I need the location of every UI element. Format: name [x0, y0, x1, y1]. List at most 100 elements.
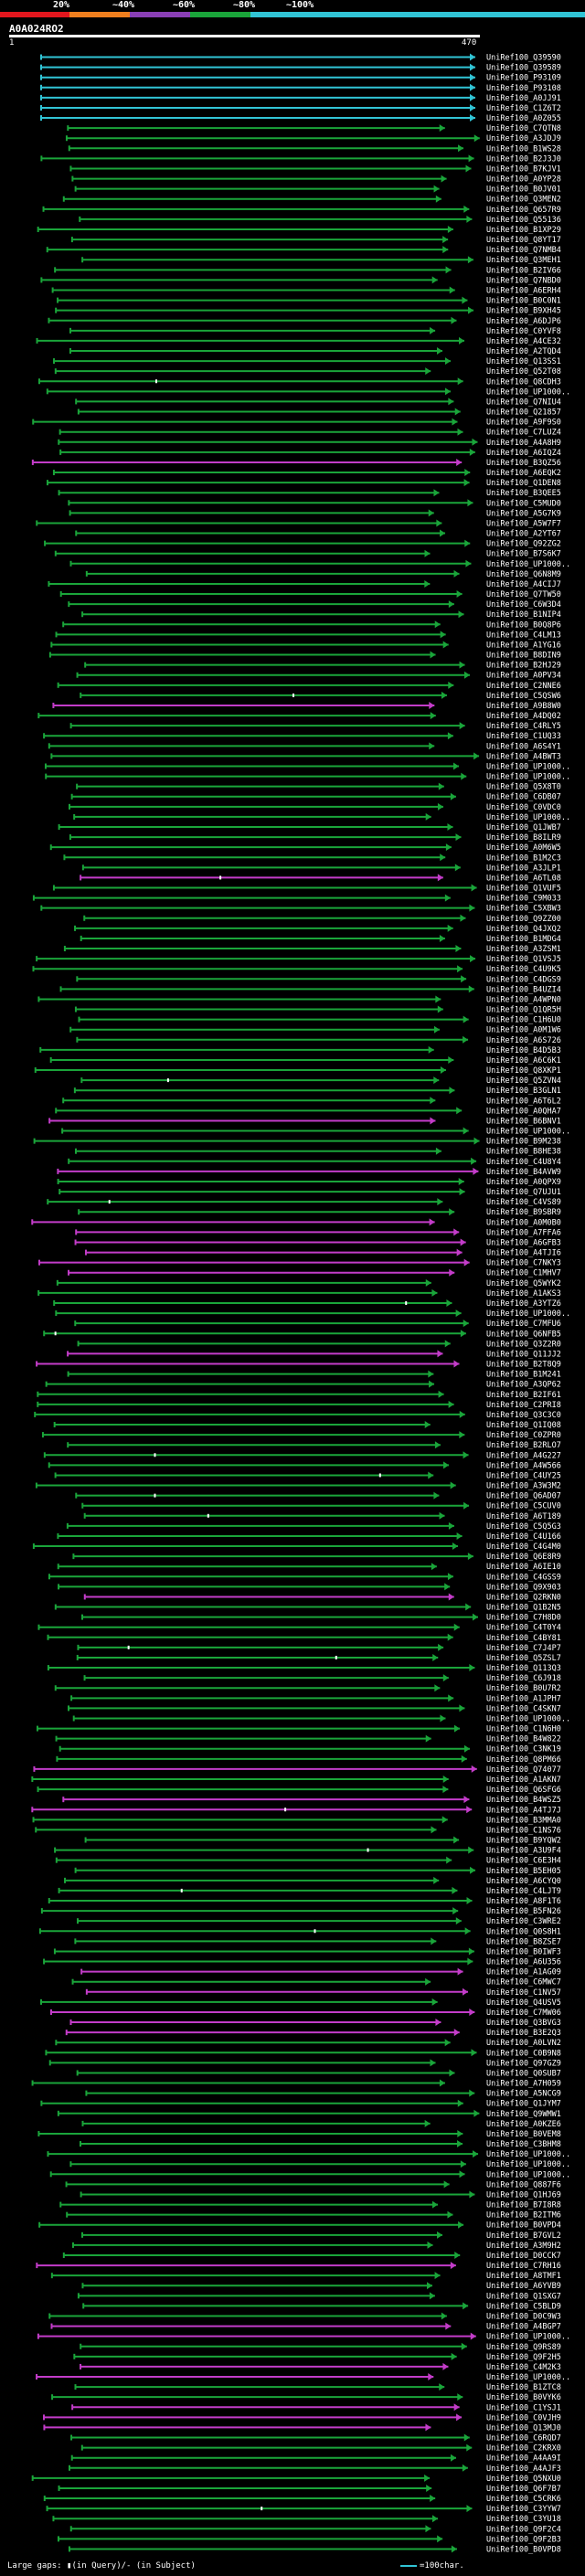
alignment-arrow — [430, 1117, 436, 1125]
alignment-arrow — [433, 1491, 440, 1500]
subject-label: UniRef100_B8HE38 — [486, 1148, 561, 1157]
subject-label: UniRef100_Q55136 — [486, 216, 561, 225]
gap-marker — [284, 1807, 287, 1812]
alignment-arrow — [430, 2059, 436, 2067]
subject-label: UniRef100_C4SKN7 — [486, 1704, 561, 1713]
gap-marker — [127, 1645, 130, 1649]
subject-label: UniRef100_D0CCK7 — [486, 2252, 561, 2261]
alignment-arrow — [465, 164, 472, 173]
alignment-arrow — [453, 1724, 460, 1733]
subject-label: UniRef100_C6E3H4 — [486, 1857, 561, 1866]
subject-label: UniRef100_Q1IQ08 — [486, 1421, 561, 1430]
subject-label: UniRef100_A4TJ7J — [486, 1806, 561, 1815]
subject-label: UniRef100_C4T0Y4 — [486, 1624, 561, 1633]
subject-label: UniRef100_Q3Z2R0 — [486, 1340, 561, 1349]
alignment-arrow — [434, 1684, 441, 1692]
alignment-arrow — [459, 1188, 465, 1196]
alignment-arrow — [457, 965, 463, 973]
subject-label: UniRef100_Q74077 — [486, 1765, 561, 1775]
subject-label: UniRef100_A0Z055 — [486, 114, 561, 123]
subject-label: UniRef100_C4U166 — [486, 1532, 561, 1542]
alignment-arrow — [434, 2272, 441, 2280]
alignment-arrow — [471, 2049, 477, 2057]
subject-label: UniRef100_Q1DEN8 — [486, 479, 561, 488]
subject-label: UniRef100_Q0S8H1 — [486, 1927, 561, 1936]
subject-label: UniRef100_B9SBR9 — [486, 1208, 561, 1217]
gap-marker — [378, 1473, 381, 1478]
subject-label: UniRef100_A1JPH7 — [486, 1694, 561, 1703]
alignment-arrow — [434, 620, 441, 629]
subject-label: UniRef100_UP1000.. — [486, 2150, 570, 2159]
subject-label: UniRef100_A4A8H9 — [486, 439, 561, 448]
legend-large-gaps: Large gaps: ▮(in Query)/- (in Subject) — [7, 2561, 196, 2571]
subject-label: UniRef100_A6S4Y1 — [486, 742, 561, 751]
alignment-arrow — [433, 185, 440, 193]
subject-label: UniRef100_C3BHM8 — [486, 2140, 561, 2149]
subject-label: UniRef100_P93109 — [486, 74, 561, 83]
alignment-arrow — [453, 2403, 460, 2412]
alignment-arrow — [450, 1481, 456, 1489]
alignment-arrow — [449, 1268, 455, 1277]
subject-label: UniRef100_A4CE32 — [486, 337, 561, 346]
alignment-arrow — [471, 884, 477, 892]
subject-label: UniRef100_A6ERH4 — [486, 286, 561, 295]
subject-label: UniRef100_UP1000.. — [486, 1128, 570, 1137]
subject-label: UniRef100_C0ZPR0 — [486, 1431, 561, 1440]
subject-label: UniRef100_Q113Q3 — [486, 1664, 561, 1673]
subject-label: UniRef100_Q5ZVN4 — [486, 1076, 561, 1086]
alignment-arrow — [459, 1410, 465, 1418]
subject-label: UniRef100_B3QEE5 — [486, 489, 561, 498]
alignment-arrow — [442, 246, 449, 254]
subject-label: UniRef100_B0VEM8 — [486, 2130, 561, 2139]
alignment-arrow — [427, 2241, 433, 2249]
scale-bar-orange — [69, 12, 130, 17]
subject-label: UniRef100_A4TJI6 — [486, 1249, 561, 1258]
alignment-arrow — [431, 2200, 438, 2209]
subject-label: UniRef100_C4RLY5 — [486, 722, 561, 731]
subject-label: UniRef100_A4AJF3 — [486, 2465, 561, 2474]
subject-label: UniRef100_A5G7K9 — [486, 509, 561, 518]
alignment-arrow — [470, 114, 475, 122]
alignment-arrow — [457, 428, 463, 436]
alignment-arrow — [449, 1087, 455, 1095]
subject-label: UniRef100_C4M2K3 — [486, 2363, 561, 2372]
subject-label: UniRef100_C7MW06 — [486, 2009, 561, 2018]
gap-marker — [219, 875, 222, 880]
alignment-arrow — [463, 1127, 469, 1135]
alignment-arrow — [428, 1370, 434, 1378]
subject-label: UniRef100_UP1000.. — [486, 2160, 570, 2169]
subject-label: UniRef100_UP1000.. — [486, 2170, 570, 2179]
subject-label: UniRef100_B9YQW2 — [486, 1837, 561, 1846]
subject-label: UniRef100_B7I8R8 — [486, 2201, 561, 2210]
subject-label: UniRef100_C4LJT9 — [486, 1887, 561, 1896]
alignment-arrow — [456, 590, 463, 599]
alignment-arrow — [439, 2079, 445, 2087]
alignment-arrow — [428, 1471, 434, 1479]
subject-label: UniRef100_A2TQD4 — [486, 347, 561, 356]
alignment-arrow — [455, 945, 462, 953]
subject-label: UniRef100_B1XP29 — [486, 226, 561, 235]
subject-label: UniRef100_A3JLP1 — [486, 864, 561, 873]
alignment-arrow — [449, 2069, 455, 2077]
subject-label: UniRef100_Q1JWB7 — [486, 823, 561, 832]
subject-label: UniRef100_A3QP62 — [486, 1381, 561, 1390]
subject-label: UniRef100_Q5ZSL7 — [486, 1654, 561, 1663]
scale-label-80: ~80% — [233, 0, 256, 10]
subject-label: UniRef100_Q4JXQ2 — [486, 925, 561, 934]
gap-marker — [166, 1078, 169, 1083]
alignment-arrow — [469, 2089, 475, 2097]
subject-label: UniRef100_Q8XKP1 — [486, 1066, 561, 1076]
alignment-arrow — [473, 1167, 479, 1175]
subject-label: UniRef100_A6IQZ4 — [486, 449, 561, 458]
subject-label: UniRef100_A4CIJ7 — [486, 580, 561, 589]
alignment-arrow — [453, 762, 460, 770]
subject-label: UniRef100_B3GLN1 — [486, 1087, 561, 1096]
alignment-arrow — [473, 2109, 480, 2117]
subject-label: UniRef100_C0B9N8 — [486, 2049, 561, 2058]
subject-label: UniRef100_A6U356 — [486, 1958, 561, 1967]
alignment-arrow — [432, 1653, 439, 1661]
alignment-arrow — [432, 2515, 439, 2523]
gap-marker — [207, 1513, 209, 1518]
alignment-arrow — [452, 1907, 459, 1915]
